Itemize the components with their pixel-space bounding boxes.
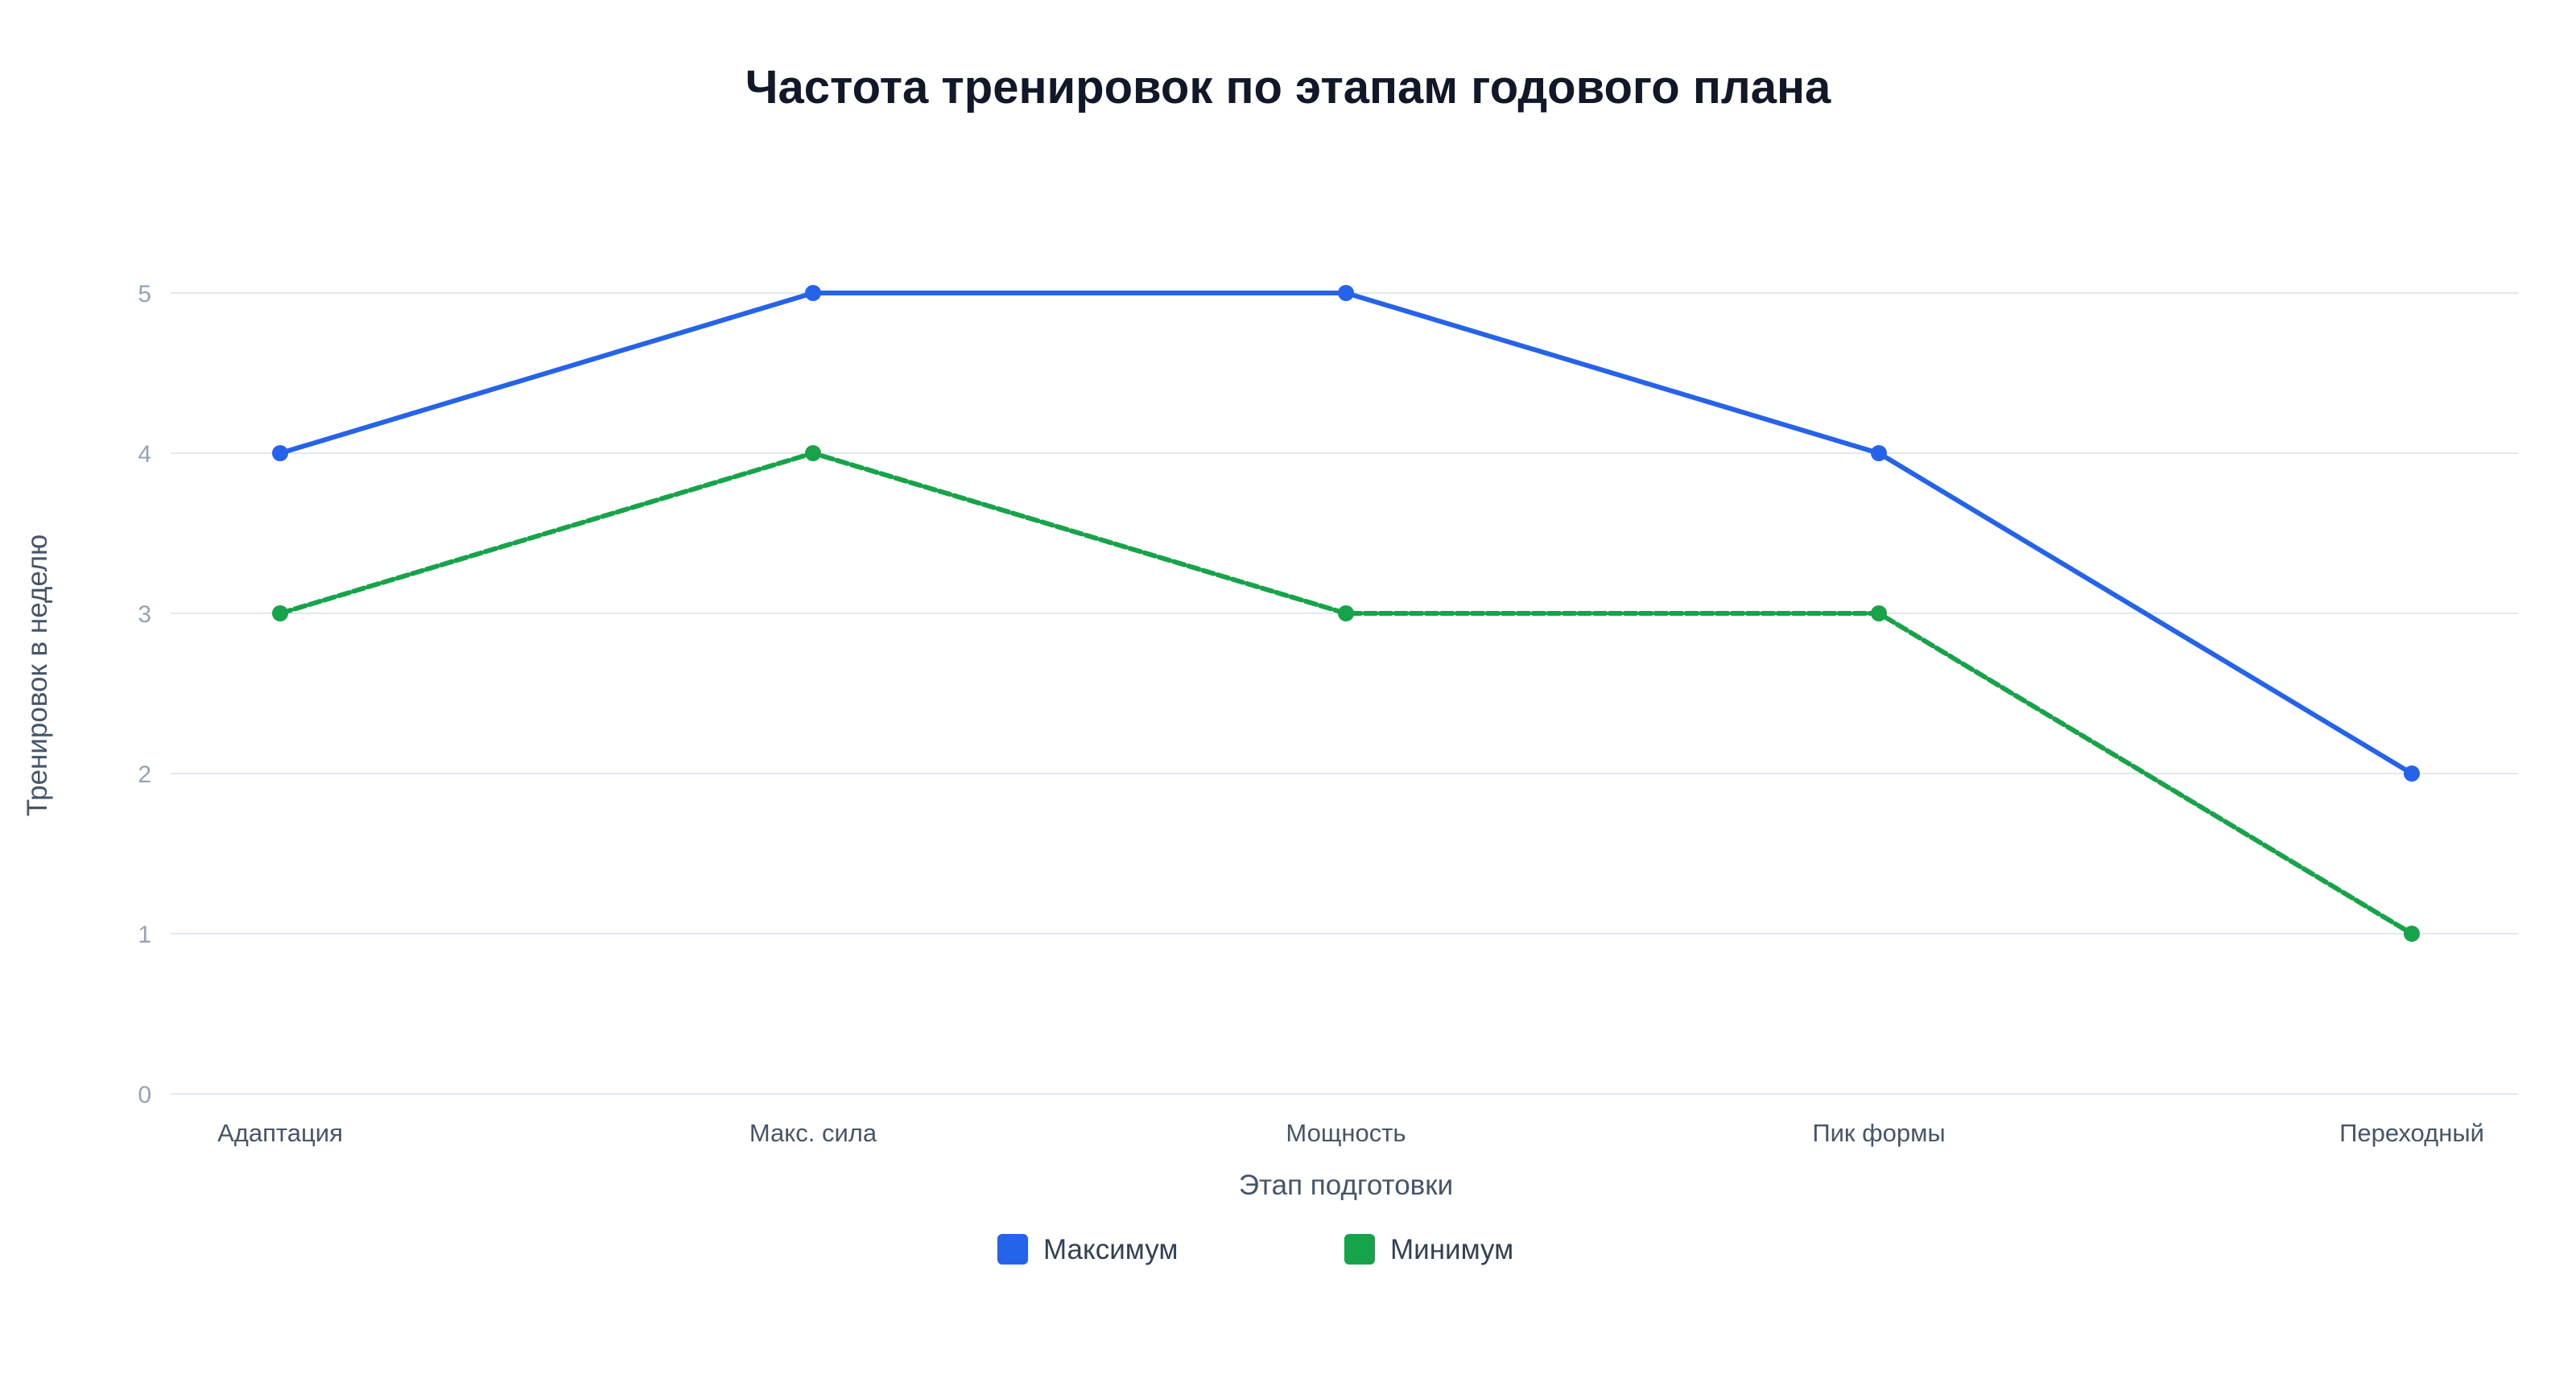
series-points <box>272 285 2420 942</box>
y-tick-label: 4 <box>138 441 151 468</box>
series-line <box>278 451 2414 936</box>
data-point[interactable] <box>272 445 288 461</box>
y-tick-label: 1 <box>138 922 151 948</box>
y-tick-label: 2 <box>138 761 151 788</box>
x-tick-label: Переходный <box>2339 1119 2484 1147</box>
data-point[interactable] <box>805 445 821 461</box>
y-axis-title: Тренировок в неделю <box>22 534 53 817</box>
grid <box>171 292 2518 1095</box>
legend-swatch <box>997 1234 1028 1265</box>
data-point[interactable] <box>2404 926 2420 942</box>
legend: Максимум Минимум <box>997 1234 1513 1265</box>
x-axis-title: Этап подготовки <box>1239 1170 1453 1201</box>
series-line <box>278 291 2414 776</box>
chart-title: Частота тренировок по этапам годового пл… <box>745 61 1831 113</box>
x-tick-label: Адаптация <box>217 1119 343 1147</box>
legend-label[interactable]: Максимум <box>1043 1234 1178 1265</box>
data-point[interactable] <box>1338 285 1354 301</box>
y-axis-ticks: 0 1 2 3 4 5 <box>138 281 151 1108</box>
y-tick-label: 5 <box>138 281 151 307</box>
data-point[interactable] <box>2404 765 2420 782</box>
x-tick-label: Пик формы <box>1812 1119 1945 1147</box>
x-axis-ticks: Адаптация Макс. сила Мощность Пик формы Пере… <box>217 1119 2484 1147</box>
data-point[interactable] <box>1871 605 1887 621</box>
data-point[interactable] <box>1871 445 1887 461</box>
data-point[interactable] <box>1338 605 1354 621</box>
x-tick-label: Мощность <box>1286 1119 1406 1147</box>
data-point[interactable] <box>805 285 821 301</box>
legend-label[interactable]: Минимум <box>1390 1234 1513 1265</box>
x-tick-label: Макс. сила <box>749 1119 877 1147</box>
data-point[interactable] <box>272 605 288 621</box>
y-tick-label: 0 <box>138 1082 151 1108</box>
legend-swatch <box>1344 1234 1375 1265</box>
y-tick-label: 3 <box>138 601 151 628</box>
